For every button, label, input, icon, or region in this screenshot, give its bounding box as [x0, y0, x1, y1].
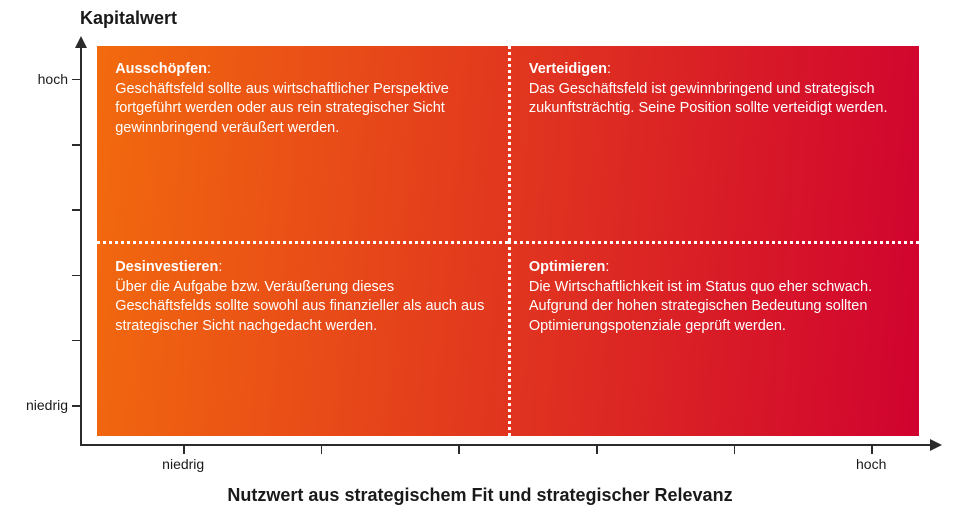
y-tick-label: hoch: [38, 71, 80, 87]
x-tick-label: niedrig: [162, 446, 204, 472]
quadrant-title: Optimieren: [529, 259, 606, 275]
quadrant-top-right: Verteidigen: Das Geschäftsfeld ist gewin…: [508, 46, 919, 241]
quadrant-title: Verteidigen: [529, 61, 607, 77]
quadrant-bottom-left: Desinvestieren: Über die Aufgabe bzw. Ve…: [97, 241, 508, 436]
x-tick: [458, 446, 460, 454]
quadrant-title: Ausschöpfen: [115, 61, 207, 77]
colon: :: [218, 259, 222, 275]
y-tick-label: niedrig: [26, 397, 80, 413]
y-axis-title: Kapitalwert: [80, 8, 177, 29]
quadrant-body: Das Geschäftsfeld ist gewinnbringend und…: [529, 81, 888, 117]
x-axis: [80, 444, 940, 446]
y-axis: [80, 38, 82, 446]
y-tick: [72, 340, 80, 342]
quadrant-body: Die Wirtschaftlichkeit ist im Status quo…: [529, 279, 872, 334]
quadrant-body: Geschäftsfeld sollte aus wirtschaftliche…: [115, 81, 449, 136]
y-tick: [72, 144, 80, 146]
x-tick: [321, 446, 323, 454]
colon: :: [607, 61, 611, 77]
colon: :: [605, 259, 609, 275]
x-axis-title: Nutzwert aus strategischem Fit und strat…: [0, 485, 960, 506]
quadrant-title: Desinvestieren: [115, 259, 218, 275]
x-tick: [596, 446, 598, 454]
colon: :: [207, 61, 211, 77]
quadrant-top-left: Ausschöpfen: Geschäftsfeld sollte aus wi…: [97, 46, 508, 241]
matrix: Ausschöpfen: Geschäftsfeld sollte aus wi…: [97, 46, 918, 436]
quadrant-bottom-right: Optimieren: Die Wirtschaftlichkeit ist i…: [508, 241, 919, 436]
plot-area: Ausschöpfen: Geschäftsfeld sollte aus wi…: [80, 38, 940, 446]
quadrant-body: Über die Aufgabe bzw. Veräußerung dieses…: [115, 279, 484, 334]
x-tick: [734, 446, 736, 454]
x-tick-label: hoch: [856, 446, 886, 472]
y-tick: [72, 275, 80, 277]
y-tick: [72, 209, 80, 211]
